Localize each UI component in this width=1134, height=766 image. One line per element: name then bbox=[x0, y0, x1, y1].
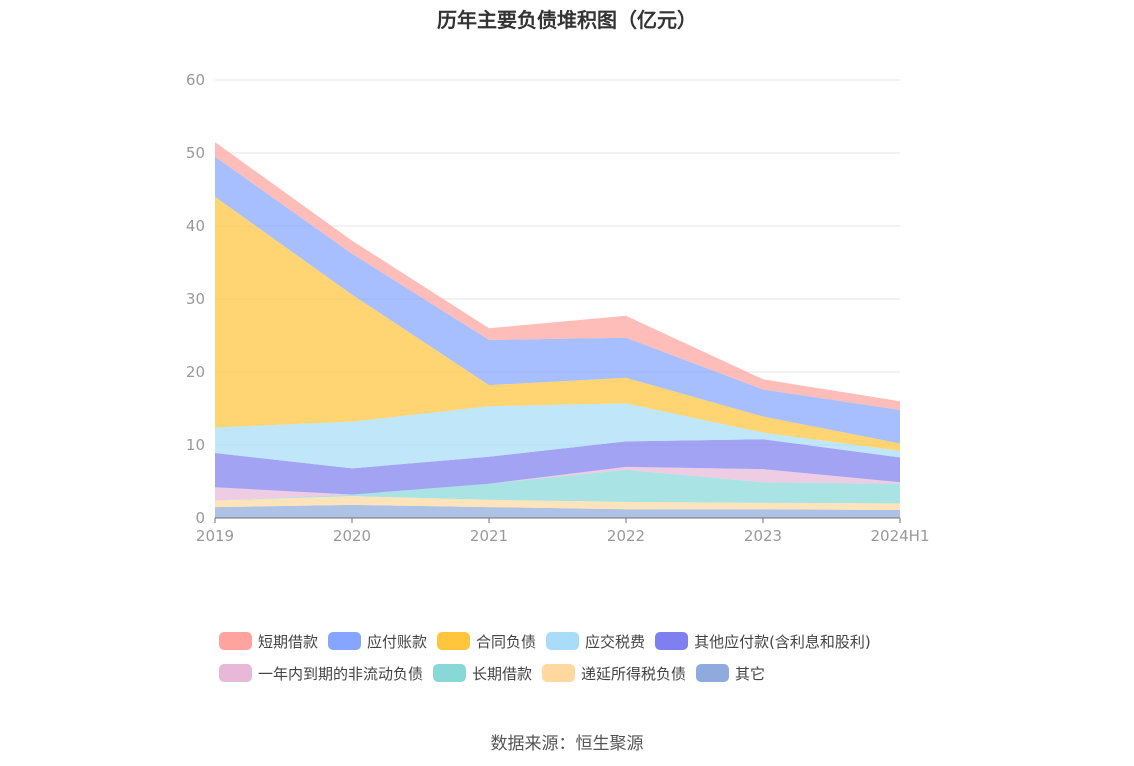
legend-item-other[interactable]: 其它 bbox=[696, 663, 765, 684]
chart-title: 历年主要负债堆积图（亿元） bbox=[437, 8, 697, 32]
source-note: 数据来源：恒生聚源 bbox=[490, 734, 644, 754]
series-area[interactable] bbox=[215, 469, 900, 504]
legend-swatch bbox=[655, 632, 689, 650]
legend-swatch bbox=[696, 664, 730, 682]
legend-swatch bbox=[219, 664, 252, 682]
legend-swatch bbox=[433, 664, 467, 682]
series-area[interactable] bbox=[215, 196, 900, 451]
legend-item-long-term-loans[interactable]: 长期借款 bbox=[433, 663, 532, 684]
y-tick-label: 0 bbox=[195, 509, 205, 527]
x-tick-label: 2020 bbox=[333, 527, 371, 545]
legend-swatch bbox=[219, 632, 252, 650]
legend-label: 其它 bbox=[735, 664, 766, 683]
x-tick-label: 2019 bbox=[196, 527, 234, 545]
series-area[interactable] bbox=[215, 504, 900, 518]
legend-label: 递延所得税负债 bbox=[581, 664, 687, 683]
x-tick-label: 2024H1 bbox=[871, 527, 930, 545]
legend-item-deferred-tax[interactable]: 递延所得税负债 bbox=[542, 663, 686, 684]
legend-item-current-noncurrent[interactable]: 一年内到期的非流动负债 bbox=[219, 663, 423, 684]
legend-label: 合同负债 bbox=[476, 632, 537, 651]
legend-item-other-payables[interactable]: 其他应付款(含利息和股利) bbox=[655, 631, 871, 652]
x-tick-label: 2021 bbox=[470, 527, 508, 545]
legend-label: 应交税费 bbox=[585, 632, 646, 651]
stacked-area-chart: 0 10 20 30 40 50 60 2019 2020 2021 2022 2023 2024H1 bbox=[186, 71, 930, 545]
y-tick-label: 40 bbox=[186, 217, 205, 235]
legend-label: 其他应付款(含利息和股利) bbox=[694, 632, 871, 651]
legend-item-short-term-loans[interactable]: 短期借款 bbox=[219, 631, 318, 652]
legend-row-1: 短期借款 应付账款 合同负债 应交税费 其他应付款(含利息和股利) bbox=[219, 630, 979, 652]
legend-label: 应付账款 bbox=[367, 632, 428, 651]
legend-item-taxes-payable[interactable]: 应交税费 bbox=[546, 631, 645, 652]
x-tick-label: 2023 bbox=[744, 527, 782, 545]
y-tick-label: 60 bbox=[186, 71, 205, 89]
y-tick-label: 10 bbox=[186, 436, 205, 454]
legend-swatch bbox=[328, 632, 362, 650]
y-tick-label: 20 bbox=[186, 363, 205, 381]
legend-row-2: 一年内到期的非流动负债 长期借款 递延所得税负债 其它 bbox=[219, 662, 979, 684]
legend-label: 长期借款 bbox=[472, 664, 533, 683]
legend-swatch bbox=[437, 632, 471, 650]
legend-label: 短期借款 bbox=[258, 632, 319, 651]
y-tick-label: 30 bbox=[186, 290, 205, 308]
legend-label: 一年内到期的非流动负债 bbox=[258, 664, 424, 683]
series-area[interactable] bbox=[215, 156, 900, 444]
x-tick-label: 2022 bbox=[607, 527, 645, 545]
legend: 短期借款 应付账款 合同负债 应交税费 其他应付款(含利息和股利) 一年内到期的… bbox=[219, 630, 979, 694]
series-area[interactable] bbox=[215, 439, 900, 495]
series-area[interactable] bbox=[215, 403, 900, 469]
y-tick-label: 50 bbox=[186, 144, 205, 162]
legend-item-accounts-payable[interactable]: 应付账款 bbox=[328, 631, 427, 652]
series-area[interactable] bbox=[215, 496, 900, 510]
series-area[interactable] bbox=[215, 466, 900, 501]
legend-swatch bbox=[546, 632, 580, 650]
legend-item-contract-liabilities[interactable]: 合同负债 bbox=[437, 631, 536, 652]
legend-swatch bbox=[542, 664, 576, 682]
